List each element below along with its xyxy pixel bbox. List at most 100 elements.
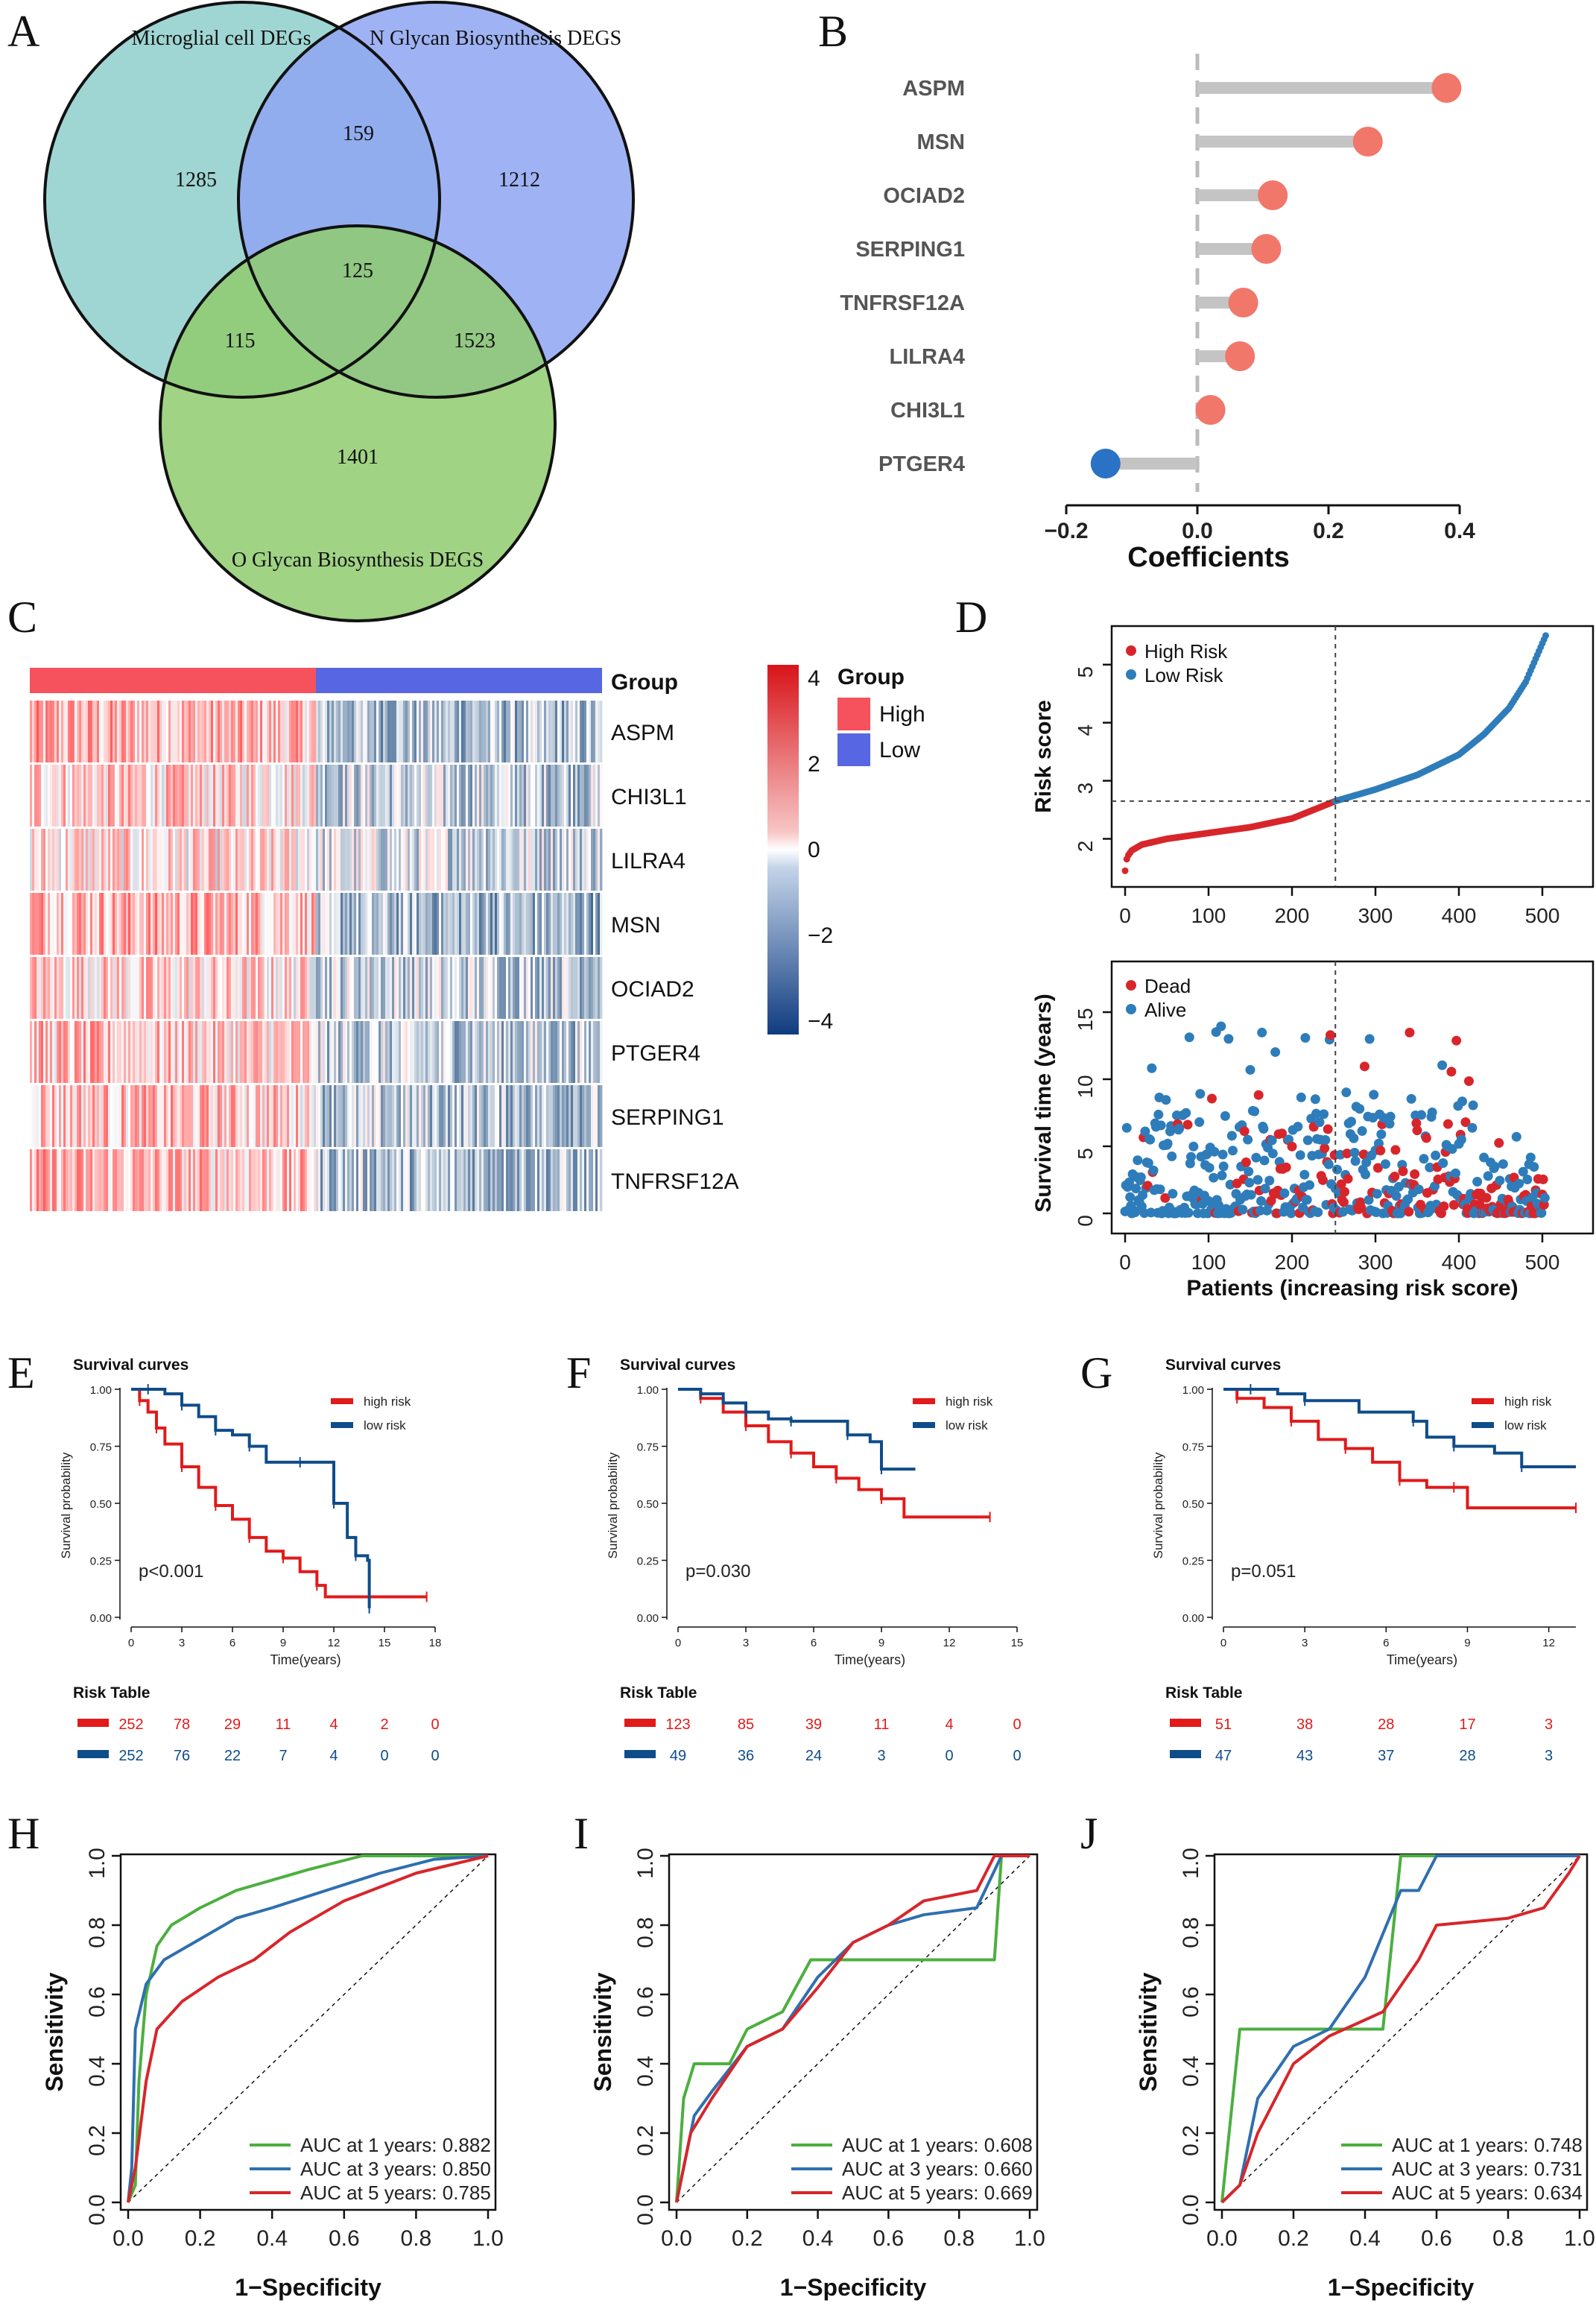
heatmap-cell — [153, 765, 156, 827]
heatmap-cell — [157, 765, 160, 827]
legend-label: low risk — [946, 1418, 988, 1432]
heatmap-cell — [63, 893, 66, 955]
survival-point — [1413, 1184, 1424, 1195]
heatmap-cell — [466, 1021, 469, 1083]
heatmap-cell — [168, 1021, 171, 1083]
heatmap-cell — [265, 1085, 267, 1147]
heatmap-cell — [101, 765, 104, 827]
heatmap-cell — [539, 1149, 542, 1211]
heatmap-row — [30, 1149, 603, 1211]
heatmap-cell — [548, 701, 551, 762]
risk-table-cell: 252 — [118, 1716, 143, 1733]
heatmap-cell — [95, 893, 98, 955]
heatmap-cell — [524, 829, 527, 891]
heatmap-cell — [260, 829, 263, 891]
heatmap-cell — [233, 1021, 236, 1083]
heatmap-cell — [555, 893, 558, 955]
heatmap-cell — [45, 701, 48, 762]
heatmap-cell — [298, 701, 301, 762]
heatmap-cell — [417, 893, 419, 955]
heatmap-cell — [303, 893, 305, 955]
risk-table-swatch — [1170, 1750, 1201, 1758]
heatmap-cell — [267, 829, 270, 891]
heatmap-cell — [564, 829, 567, 891]
heatmap-cell — [372, 1021, 375, 1083]
survival-point — [1342, 1149, 1352, 1159]
roc-curve — [1220, 1854, 1580, 2204]
heatmap-cell — [166, 1149, 169, 1211]
heatmap-cell — [448, 701, 451, 762]
heatmap-cell — [213, 1021, 216, 1083]
heatmap-cell — [180, 1021, 183, 1083]
heatmap-cell — [387, 829, 390, 891]
heatmap-cell — [104, 1085, 107, 1147]
heatmap-cell — [577, 1149, 580, 1211]
heatmap-cell — [45, 893, 48, 955]
heatmap-cell — [347, 893, 350, 955]
heatmap-cell — [461, 893, 464, 955]
heatmap-cell — [501, 893, 504, 955]
heatmap-cell — [68, 1021, 71, 1083]
heatmap-cell — [311, 765, 314, 827]
heatmap-cell — [314, 765, 317, 827]
heatmap-cell — [256, 701, 259, 762]
heatmap-cell — [455, 701, 457, 762]
heatmap-cell — [184, 701, 187, 762]
heatmap-cell — [262, 957, 265, 1019]
heatmap-cell — [517, 701, 520, 762]
heatmap-cell — [108, 957, 111, 1019]
heatmap-cell — [441, 957, 444, 1019]
heatmap-cell — [363, 765, 366, 827]
heatmap-cell — [282, 1085, 285, 1147]
heatmap-cell — [291, 1085, 294, 1147]
heatmap-cell — [227, 1085, 229, 1147]
heatmap-cell — [385, 701, 388, 762]
p-value: p<0.001 — [139, 1561, 203, 1582]
heatmap-cell — [45, 957, 48, 1019]
heatmap-cell — [403, 829, 406, 891]
heatmap-cell — [166, 1085, 169, 1147]
survival-point — [1514, 1178, 1524, 1189]
heatmap-cell — [235, 701, 238, 762]
heatmap-cell — [61, 829, 64, 891]
heatmap-cell — [256, 765, 259, 827]
plot-frame-risk — [1110, 625, 1595, 888]
heatmap-cell — [506, 1021, 509, 1083]
heatmap-cell — [414, 893, 417, 955]
heatmap-cell — [372, 893, 375, 955]
heatmap-cell — [332, 957, 335, 1019]
heatmap-cell — [598, 1021, 601, 1083]
heatmap-cell — [269, 957, 272, 1019]
heatmap-cell — [291, 1021, 294, 1083]
heatmap-cell — [218, 1021, 221, 1083]
survival-point — [1536, 1207, 1547, 1218]
heatmap-cell — [262, 829, 265, 891]
heatmap-cell — [173, 1149, 176, 1211]
x-axis-title: 1−Specificity — [1328, 2274, 1475, 2301]
heatmap-cell — [376, 1021, 379, 1083]
x-tick-label: 500 — [1525, 1251, 1560, 1274]
heatmap-cell — [577, 829, 580, 891]
heatmap-cell — [126, 765, 129, 827]
heatmap-cell — [137, 829, 140, 891]
heatmap-cell — [211, 765, 214, 827]
heatmap-cell — [430, 1149, 433, 1211]
heatmap-cell — [354, 1085, 357, 1147]
heatmap-cell — [584, 1021, 587, 1083]
y-tick-label: 0.6 — [1179, 1986, 1203, 2018]
heatmap-cell — [425, 765, 428, 827]
heatmap-cell — [37, 765, 39, 827]
heatmap-cell — [70, 765, 73, 827]
x-tick-label: 0.4 — [1444, 519, 1475, 543]
heatmap-cell — [573, 893, 576, 955]
survival-point — [1226, 1131, 1237, 1141]
heatmap-cell — [372, 829, 375, 891]
survival-point — [1369, 1090, 1379, 1100]
heatmap-cell — [446, 1021, 449, 1083]
heatmap-cell — [528, 765, 531, 827]
heatmap-cell — [267, 1021, 270, 1083]
legend-label: high risk — [946, 1394, 993, 1409]
heatmap-cell — [157, 957, 160, 1019]
survival-point — [1457, 1096, 1467, 1107]
heatmap-cell — [385, 1149, 388, 1211]
